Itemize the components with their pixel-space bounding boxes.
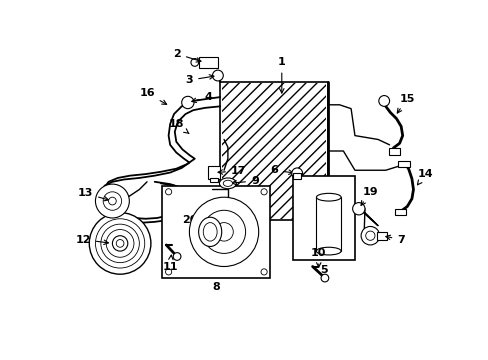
Bar xyxy=(397,161,409,167)
Text: 5: 5 xyxy=(320,265,327,275)
Circle shape xyxy=(261,189,266,195)
Text: 2: 2 xyxy=(173,49,201,62)
Text: 10: 10 xyxy=(310,248,326,267)
Text: 3: 3 xyxy=(185,75,213,85)
Ellipse shape xyxy=(219,178,236,189)
Bar xyxy=(221,83,326,219)
Circle shape xyxy=(352,203,364,215)
Text: 20: 20 xyxy=(182,215,208,225)
Text: 14: 14 xyxy=(417,169,433,185)
Circle shape xyxy=(95,184,129,218)
Circle shape xyxy=(112,236,127,251)
Bar xyxy=(198,57,218,68)
Circle shape xyxy=(95,219,144,268)
Circle shape xyxy=(365,231,374,240)
Ellipse shape xyxy=(198,217,221,247)
Circle shape xyxy=(116,239,123,247)
Text: 13: 13 xyxy=(78,188,108,201)
Text: 9: 9 xyxy=(231,176,258,186)
Circle shape xyxy=(173,253,181,260)
Circle shape xyxy=(103,192,122,210)
Bar xyxy=(293,173,301,180)
Circle shape xyxy=(106,230,134,257)
Text: 4: 4 xyxy=(191,92,212,103)
Bar xyxy=(394,209,405,215)
Bar xyxy=(162,186,270,278)
Text: 1: 1 xyxy=(277,58,285,93)
Circle shape xyxy=(189,197,258,266)
Bar xyxy=(220,82,327,220)
Ellipse shape xyxy=(223,180,232,186)
Circle shape xyxy=(360,226,379,245)
Ellipse shape xyxy=(316,193,341,201)
Circle shape xyxy=(202,210,245,253)
Text: 12: 12 xyxy=(75,235,108,244)
Bar xyxy=(376,232,386,239)
Ellipse shape xyxy=(316,247,341,255)
Text: 17: 17 xyxy=(218,166,246,176)
Text: 16: 16 xyxy=(139,88,166,104)
Text: 15: 15 xyxy=(396,94,414,113)
Text: 11: 11 xyxy=(162,255,178,271)
Bar xyxy=(293,176,354,260)
Circle shape xyxy=(212,70,223,81)
Circle shape xyxy=(89,213,151,274)
Text: 6: 6 xyxy=(269,165,293,175)
Circle shape xyxy=(291,168,302,179)
Bar xyxy=(316,197,341,251)
Bar xyxy=(210,178,218,182)
Circle shape xyxy=(101,224,139,263)
Circle shape xyxy=(165,269,171,275)
Circle shape xyxy=(165,189,171,195)
Circle shape xyxy=(108,197,116,205)
Circle shape xyxy=(378,95,389,106)
Text: 18: 18 xyxy=(168,119,188,134)
Text: 8: 8 xyxy=(212,282,220,292)
Circle shape xyxy=(261,269,266,275)
Bar xyxy=(388,148,399,155)
Text: 7: 7 xyxy=(385,235,404,244)
Circle shape xyxy=(190,59,198,66)
Circle shape xyxy=(214,222,233,241)
Ellipse shape xyxy=(203,222,217,241)
Text: 19: 19 xyxy=(360,187,377,206)
Bar xyxy=(207,166,220,179)
Circle shape xyxy=(182,96,194,109)
Circle shape xyxy=(321,274,328,282)
